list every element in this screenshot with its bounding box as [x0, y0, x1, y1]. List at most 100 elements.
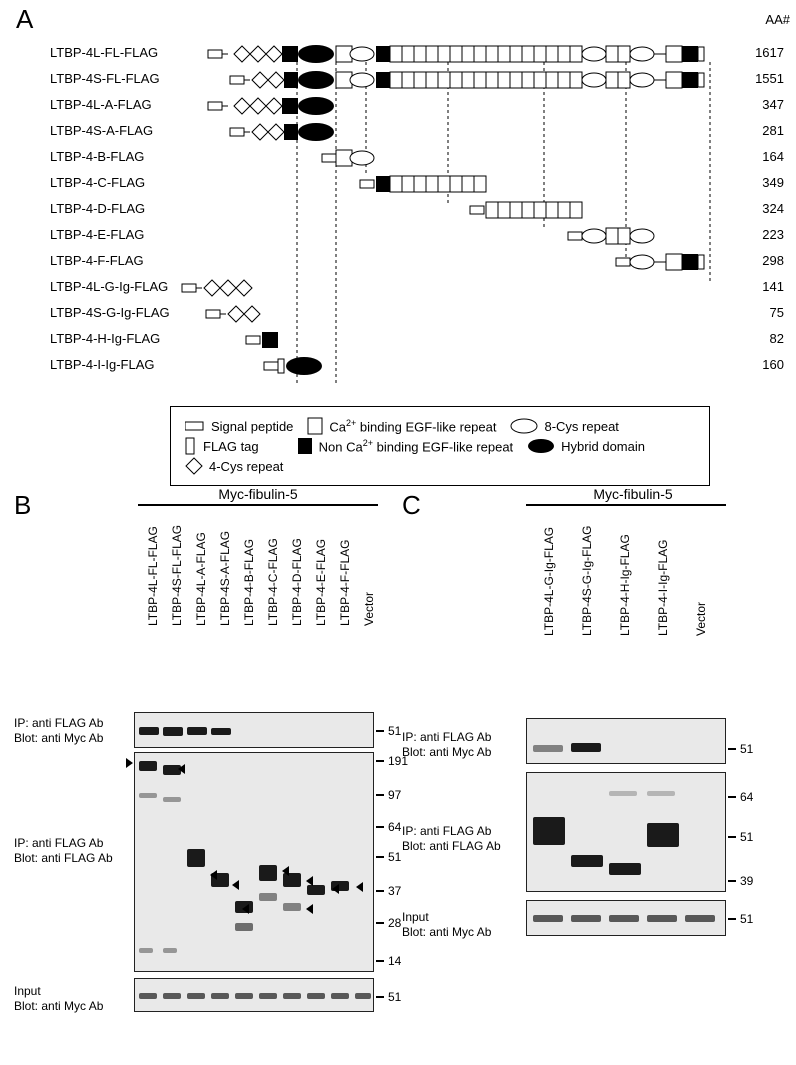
blot	[134, 752, 374, 972]
blot	[526, 900, 726, 936]
mw-label: 64	[388, 820, 401, 834]
mw-label: 51	[740, 830, 753, 844]
legend-item: Signal peptide	[185, 419, 293, 434]
construct-row: LTBP-4-E-FLAG 223	[50, 224, 790, 248]
panel-b-letter: B	[14, 490, 31, 521]
blot-side-label: IP: anti FLAG AbBlot: anti FLAG Ab	[402, 824, 501, 854]
construct-row: LTBP-4-I-Ig-FLAG 160	[50, 354, 790, 378]
lane-label: LTBP-4-E-FLAG	[314, 539, 328, 626]
legend-item: 4-Cys repeat	[185, 457, 283, 475]
row-label: LTBP-4L-G-Ig-FLAG	[50, 279, 168, 294]
construct-row: LTBP-4-D-FLAG 324	[50, 198, 790, 222]
lane-label: Vector	[694, 602, 708, 636]
mw-label: 28	[388, 916, 401, 930]
lane-label: LTBP-4-B-FLAG	[242, 539, 256, 626]
construct-row: LTBP-4S-FL-FLAG 1551	[50, 68, 790, 92]
row-label: LTBP-4-H-Ig-FLAG	[50, 331, 160, 346]
legend-item: Non Ca2+ binding EGF-like repeat	[297, 437, 514, 455]
mw-label: 51	[388, 850, 401, 864]
lane-label: LTBP-4-H-Ig-FLAG	[618, 534, 632, 636]
blot	[526, 772, 726, 892]
row-label: LTBP-4S-A-FLAG	[50, 123, 153, 138]
construct-row: LTBP-4-C-FLAG 349	[50, 172, 790, 196]
lane-label: LTBP-4L-G-Ig-FLAG	[542, 527, 556, 636]
legend: Signal peptide Ca2+ binding EGF-like rep…	[170, 406, 710, 486]
construct-row: LTBP-4L-G-Ig-FLAG 141	[50, 276, 790, 300]
row-shapes	[208, 120, 748, 144]
mw-label: 97	[388, 788, 401, 802]
lane-label: LTBP-4S-G-Ig-FLAG	[580, 526, 594, 636]
aa-val: 349	[762, 175, 784, 190]
aa-val: 75	[770, 305, 784, 320]
blot-side-label: InputBlot: anti Myc Ab	[14, 984, 103, 1014]
aa-val: 141	[762, 279, 784, 294]
aa-val: 164	[762, 149, 784, 164]
legend-text: 8-Cys repeat	[544, 419, 618, 434]
row-label: LTBP-4-B-FLAG	[50, 149, 144, 164]
blot	[134, 978, 374, 1012]
blot-side-label: IP: anti FLAG AbBlot: anti Myc Ab	[402, 730, 491, 760]
lane-label: LTBP-4S-A-FLAG	[218, 531, 232, 626]
mw-label: 37	[388, 884, 401, 898]
row-label: LTBP-4S-FL-FLAG	[50, 71, 160, 86]
row-shapes	[208, 224, 748, 248]
row-shapes	[208, 146, 748, 170]
row-label: LTBP-4-F-FLAG	[50, 253, 144, 268]
aa-val: 281	[762, 123, 784, 138]
row-label: LTBP-4-I-Ig-FLAG	[50, 357, 155, 372]
mw-label: 51	[388, 724, 401, 738]
aa-header: AA#	[765, 12, 790, 27]
row-shapes	[264, 354, 344, 378]
blot-side-label: IP: anti FLAG AbBlot: anti Myc Ab	[14, 716, 103, 746]
row-shapes	[208, 68, 748, 92]
mw-label: 64	[740, 790, 753, 804]
lane-label: LTBP-4-F-FLAG	[338, 540, 352, 626]
aa-val: 1551	[755, 71, 784, 86]
construct-row: LTBP-4L-A-FLAG 347	[50, 94, 790, 118]
lane-label: Vector	[362, 592, 376, 626]
aa-val: 298	[762, 253, 784, 268]
mw-label: 14	[388, 954, 401, 968]
constructs-container: LTBP-4L-FL-FLAG 1617	[50, 42, 790, 380]
row-label: LTBP-4-C-FLAG	[50, 175, 145, 190]
mw-label: 51	[740, 912, 753, 926]
row-shapes	[208, 250, 748, 274]
row-shapes	[208, 42, 748, 66]
construct-row: LTBP-4-H-Ig-FLAG 82	[50, 328, 790, 352]
aa-val: 324	[762, 201, 784, 216]
aa-val: 82	[770, 331, 784, 346]
row-shapes	[182, 276, 302, 300]
row-label: LTBP-4L-A-FLAG	[50, 97, 152, 112]
panel-c-letter: C	[402, 490, 421, 521]
construct-row: LTBP-4-B-FLAG 164	[50, 146, 790, 170]
legend-item: 8-Cys repeat	[510, 418, 618, 434]
row-label: LTBP-4-D-FLAG	[50, 201, 145, 216]
panel-a-letter: A	[16, 4, 33, 35]
blot-side-label: IP: anti FLAG AbBlot: anti FLAG Ab	[14, 836, 113, 866]
mw-label: 39	[740, 874, 753, 888]
legend-text: Signal peptide	[211, 419, 293, 434]
overbar-label: Myc-fibulin-5	[538, 486, 728, 502]
mw-label: 51	[388, 990, 401, 1004]
lane-label: LTBP-4-C-FLAG	[266, 538, 280, 626]
blot	[526, 718, 726, 764]
row-label: LTBP-4-E-FLAG	[50, 227, 144, 242]
legend-item: Hybrid domain	[527, 438, 645, 454]
legend-text: Ca2+ binding EGF-like repeat	[329, 418, 496, 434]
legend-text: FLAG tag	[203, 439, 259, 454]
legend-text: Non Ca2+ binding EGF-like repeat	[319, 438, 514, 454]
lane-label: LTBP-4S-FL-FLAG	[170, 525, 184, 626]
lane-label: LTBP-4L-A-FLAG	[194, 532, 208, 626]
lane-label: LTBP-4L-FL-FLAG	[146, 526, 160, 626]
blot	[134, 712, 374, 748]
row-shapes	[246, 328, 306, 352]
construct-row: LTBP-4S-G-Ig-FLAG 75	[50, 302, 790, 326]
legend-item: FLAG tag	[185, 437, 259, 455]
mw-label: 51	[740, 742, 753, 756]
aa-val: 347	[762, 97, 784, 112]
row-shapes	[208, 94, 748, 118]
lane-label: LTBP-4-I-Ig-FLAG	[656, 540, 670, 636]
row-shapes	[206, 302, 306, 326]
aa-val: 1617	[755, 45, 784, 60]
row-label: LTBP-4S-G-Ig-FLAG	[50, 305, 170, 320]
